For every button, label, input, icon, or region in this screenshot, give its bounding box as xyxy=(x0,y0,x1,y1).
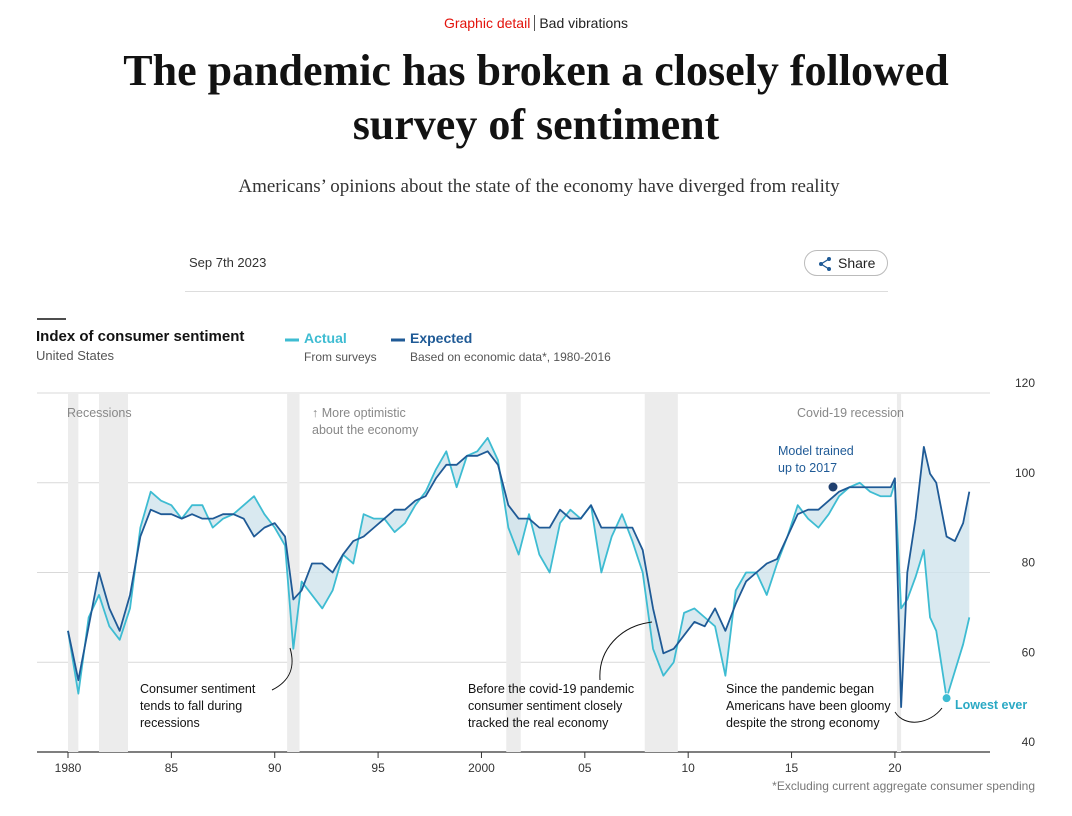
y-tick-label: 80 xyxy=(1022,556,1036,570)
annotation: Covid-19 recession xyxy=(797,406,904,420)
annotations: Recessions ↑ More optimistic about the eco… xyxy=(67,406,1027,730)
recession-band xyxy=(287,393,300,752)
annotation: Since the pandemic began xyxy=(726,682,874,696)
recession-band xyxy=(99,393,128,752)
annotation: Lowest ever xyxy=(955,698,1027,712)
x-tick-label: 1980 xyxy=(55,761,82,775)
connector xyxy=(894,707,943,723)
legend-description: Based on economic data*, 1980-2016 xyxy=(410,350,611,364)
chart-title: Index of consumer sentiment xyxy=(36,328,244,345)
headline-line: survey of sentiment xyxy=(352,100,720,149)
topic[interactable]: Bad vibrations xyxy=(534,15,629,31)
x-tick-label: 85 xyxy=(165,761,179,775)
share-icon xyxy=(819,257,831,271)
annotation: Consumer sentiment xyxy=(140,682,256,696)
kicker: Graphic detail Bad vibrations xyxy=(0,15,1072,31)
y-tick-label: 60 xyxy=(1022,645,1036,659)
series-line xyxy=(67,445,971,709)
x-tick-label: 90 xyxy=(268,761,282,775)
annotation: Recessions xyxy=(67,406,132,420)
connector xyxy=(271,647,293,691)
divider xyxy=(185,291,888,292)
x-tick-label: 2000 xyxy=(468,761,495,775)
legend-description: From surveys xyxy=(304,350,377,364)
lines: Actual From surveys Expected Based on econo… xyxy=(67,330,971,709)
recession-band xyxy=(68,393,79,752)
section[interactable]: Graphic detail xyxy=(443,15,531,31)
x-tick-label: 05 xyxy=(578,761,592,775)
chart-subtitle: United States xyxy=(36,348,115,363)
model-marker xyxy=(828,482,838,492)
standfirst: Americans’ opinions about the state of t… xyxy=(238,176,840,197)
annotation: tracked the real economy xyxy=(468,716,609,730)
share-label[interactable]: Share xyxy=(838,255,876,271)
y-tick-label: 100 xyxy=(1015,466,1035,480)
annotation: up to 2017 xyxy=(778,461,837,475)
connector xyxy=(599,621,653,681)
annotation: recessions xyxy=(140,716,200,730)
recession-band xyxy=(644,393,678,752)
legend-label: Actual xyxy=(304,330,347,346)
annotation: ↑ More optimistic xyxy=(312,406,406,420)
x-tick-label: 10 xyxy=(682,761,696,775)
share-button[interactable]: Share xyxy=(804,250,888,276)
x-tick-label: 20 xyxy=(888,761,902,775)
headline-line: The pandemic has broken a closely follow… xyxy=(123,46,949,95)
legend-label: Expected xyxy=(410,330,472,346)
annotation: Before the covid-19 pandemic xyxy=(468,682,634,696)
date: Sep 7th 2023 xyxy=(189,255,267,270)
x-tick-label: 15 xyxy=(785,761,799,775)
footnote: *Excluding current aggregate consumer sp… xyxy=(772,779,1035,793)
y-tick-label: 120 xyxy=(1015,376,1035,390)
headline: The pandemic has broken a closely follow… xyxy=(0,44,1072,152)
recession-band xyxy=(506,393,521,752)
x-tick-label: 95 xyxy=(371,761,385,775)
annotation: despite the strong economy xyxy=(726,716,880,730)
annotation: Model trained xyxy=(778,444,854,458)
y-tick-label: 40 xyxy=(1022,735,1036,749)
lowest-marker xyxy=(941,693,952,704)
annotation: Americans have been gloomy xyxy=(726,699,891,713)
annotation: tends to fall during xyxy=(140,699,242,713)
annotation: about the economy xyxy=(312,423,419,437)
annotation: consumer sentiment closely xyxy=(468,699,623,713)
